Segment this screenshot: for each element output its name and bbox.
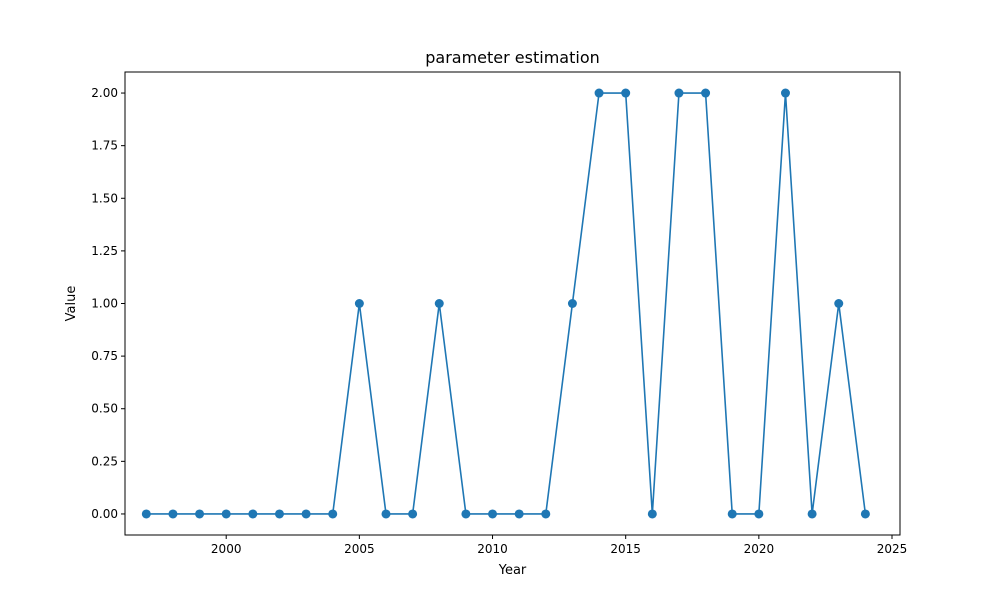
plot-series: [141, 88, 870, 519]
data-point: [780, 88, 790, 98]
x-tick-label: 2010: [477, 542, 508, 556]
y-tick-label: 1.25: [91, 244, 118, 258]
data-point: [195, 509, 205, 519]
data-point: [248, 509, 258, 519]
y-tick-label: 0.50: [91, 402, 118, 416]
data-point: [168, 509, 178, 519]
data-point: [221, 509, 231, 519]
data-point: [461, 509, 471, 519]
data-point: [727, 509, 737, 519]
x-axis-ticks: 2000 2005 2010 2015 2020 2025: [211, 535, 907, 556]
data-point: [834, 299, 844, 308]
y-tick-label: 2.00: [91, 86, 118, 100]
y-axis-label: Value: [64, 286, 79, 322]
x-tick-label: 2020: [744, 542, 775, 556]
data-point: [807, 509, 817, 519]
data-point: [621, 88, 631, 98]
data-point: [141, 509, 151, 519]
data-point: [328, 509, 338, 519]
data-point: [408, 509, 418, 519]
data-point: [434, 299, 444, 308]
data-point: [274, 509, 284, 519]
data-point: [594, 88, 604, 98]
plot-frame: [124, 71, 901, 536]
y-tick-label: 0.25: [91, 454, 118, 468]
x-tick-label: 2005: [344, 542, 375, 556]
data-point: [567, 299, 577, 308]
data-point: [701, 88, 711, 98]
data-point: [514, 509, 524, 519]
data-point: [647, 509, 657, 519]
x-tick-label: 2025: [877, 542, 908, 556]
x-tick-label: 2015: [610, 542, 641, 556]
series-line: [146, 92, 867, 515]
y-tick-label: 1.50: [91, 191, 118, 205]
data-point: [488, 509, 498, 519]
data-point: [754, 509, 764, 519]
y-tick-label: 1.75: [91, 139, 118, 153]
y-tick-label: 0.00: [91, 507, 118, 521]
data-point: [354, 299, 364, 308]
chart-title: parameter estimation: [425, 48, 600, 67]
y-tick-label: 0.75: [91, 349, 118, 363]
data-point: [674, 88, 684, 98]
data-point: [381, 509, 391, 519]
data-point: [301, 509, 311, 519]
y-axis-ticks: 0.00 0.25 0.50 0.75 1.00 1.25 1.50 1.75 2.00: [91, 86, 125, 521]
y-tick-label: 1.00: [91, 297, 118, 311]
data-point: [541, 509, 551, 519]
x-axis-label: Year: [498, 563, 527, 578]
data-point: [860, 509, 870, 519]
x-tick-label: 2000: [211, 542, 242, 556]
